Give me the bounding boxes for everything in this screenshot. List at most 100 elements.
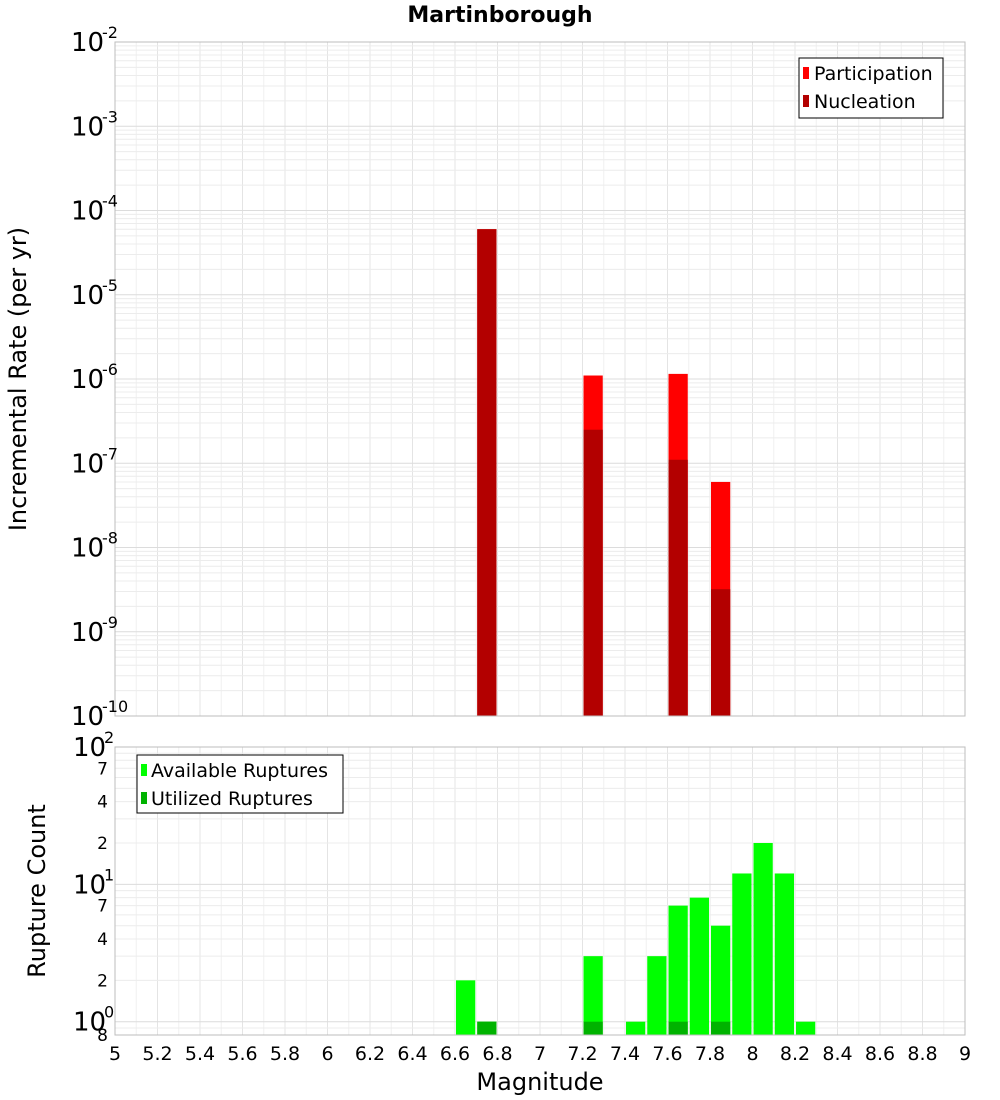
y-tick-label: 10-3: [71, 107, 118, 142]
x-tick-label: 8.2: [780, 1043, 810, 1065]
legend-available-swatch: [141, 764, 147, 776]
legend-participation-label: Participation: [814, 63, 933, 85]
x-tick-label: 6.2: [355, 1043, 385, 1065]
chart-title: Martinborough: [407, 3, 592, 28]
x-tick-label: 5: [109, 1043, 121, 1065]
top-y-axis-label: Incremental Rate (per yr): [4, 227, 32, 531]
x-tick-label: 7.6: [652, 1043, 682, 1065]
x-tick-label: 8.8: [907, 1043, 937, 1065]
legend-nucleation-label: Nucleation: [814, 91, 916, 113]
svg-text:-6: -6: [102, 360, 118, 379]
utilized-bar: [711, 1021, 731, 1035]
x-tick-label: 6.8: [482, 1043, 512, 1065]
available-bar: [583, 956, 603, 1035]
svg-text:-5: -5: [102, 276, 118, 295]
nucleation-bar: [711, 589, 731, 716]
svg-text:10: 10: [71, 365, 104, 395]
y-tick-label: 10-4: [71, 192, 118, 227]
svg-text:0: 0: [104, 1003, 114, 1022]
top-legend: Participation Nucleation: [798, 57, 944, 119]
svg-text:10: 10: [73, 870, 106, 900]
top-plot-border: [114, 41, 966, 717]
svg-text:2: 2: [104, 728, 114, 747]
y-minor-tick-label: 7: [97, 759, 108, 779]
x-tick-label: 9: [959, 1043, 971, 1065]
utilized-bar: [477, 1021, 497, 1035]
top-gridlines: [115, 42, 966, 716]
svg-text:-9: -9: [102, 613, 118, 632]
svg-text:-2: -2: [102, 23, 118, 42]
y-tick-label: 10-8: [71, 529, 118, 564]
svg-text:10: 10: [73, 1008, 106, 1038]
utilized-bar: [583, 1021, 603, 1035]
x-tick-label: 5.6: [227, 1043, 257, 1065]
y-tick-label: 10-7: [71, 444, 118, 479]
top-bars: [477, 229, 731, 717]
bottom-legend: Available Ruptures Utilized Ruptures: [136, 754, 344, 814]
svg-text:-4: -4: [102, 192, 118, 211]
x-tick-label: 6: [321, 1043, 333, 1065]
svg-text:-7: -7: [102, 444, 118, 463]
svg-text:10: 10: [71, 28, 104, 58]
y-minor-tick-label: 2: [97, 971, 108, 991]
x-tick-label: 6.6: [440, 1043, 470, 1065]
y-tick-label: 10-5: [71, 276, 118, 311]
x-tick-labels: 5 5.2 5.4 5.6 5.8 6 6.2 6.4 6.6 6.8 7 7.2 7.4 7.6 7.8 8…: [109, 1043, 971, 1065]
svg-text:10: 10: [71, 702, 104, 732]
legend-available-label: Available Ruptures: [151, 760, 328, 782]
top-legend-box: [798, 57, 944, 119]
y-minor-tick-label: 4: [97, 793, 108, 813]
available-bar: [774, 873, 794, 1035]
svg-text:10: 10: [71, 112, 104, 142]
y-minor-tick-label: 8: [97, 1026, 108, 1046]
y-tick-label: 100: [73, 1003, 114, 1038]
utilized-bar: [668, 1021, 688, 1035]
svg-text:10: 10: [71, 197, 104, 227]
x-tick-label: 7.8: [695, 1043, 725, 1065]
x-tick-label: 8: [746, 1043, 758, 1065]
svg-text:-3: -3: [102, 107, 118, 126]
y-tick-label: 10-10: [71, 697, 128, 732]
nucleation-bar: [668, 459, 688, 716]
svg-text:10: 10: [71, 281, 104, 311]
legend-utilized-swatch: [141, 792, 147, 804]
available-bar: [689, 897, 709, 1035]
bottom-plot-border: [114, 746, 966, 1036]
svg-text:1: 1: [104, 865, 114, 884]
y-minor-tick-label: 7: [97, 897, 108, 917]
y-minor-tick-label: 2: [97, 834, 108, 854]
x-tick-label: 8.6: [865, 1043, 895, 1065]
nucleation-bar: [583, 429, 603, 716]
y-tick-label: 102: [73, 728, 114, 763]
bottom-legend-box: [136, 754, 344, 814]
x-tick-label: 7: [534, 1043, 546, 1065]
nucleation-bar: [477, 229, 497, 717]
bottom-bars: [456, 843, 816, 1035]
x-tick-label: 6.4: [397, 1043, 427, 1065]
available-bar: [732, 873, 752, 1035]
svg-text:-10: -10: [102, 697, 128, 716]
legend-participation-swatch: [803, 67, 809, 79]
x-tick-label: 5.8: [270, 1043, 300, 1065]
svg-text:10: 10: [71, 534, 104, 564]
x-tick-label: 8.4: [822, 1043, 852, 1065]
y-minor-tick-label: 4: [97, 930, 108, 950]
available-bar: [456, 980, 476, 1035]
x-tick-label: 5.2: [142, 1043, 172, 1065]
svg-text:-8: -8: [102, 529, 118, 548]
bottom-y-axis-label: Rupture Count: [23, 804, 51, 978]
svg-text:10: 10: [71, 449, 104, 479]
x-tick-label: 5.4: [185, 1043, 215, 1065]
svg-text:10: 10: [73, 733, 106, 763]
legend-utilized-label: Utilized Ruptures: [151, 788, 313, 810]
y-tick-label: 101: [73, 865, 114, 900]
svg-text:10: 10: [71, 618, 104, 648]
x-axis-label: Magnitude: [476, 1068, 603, 1096]
x-tick-label: 7.2: [567, 1043, 597, 1065]
available-bar: [626, 1021, 646, 1035]
y-tick-label: 10-9: [71, 613, 118, 648]
